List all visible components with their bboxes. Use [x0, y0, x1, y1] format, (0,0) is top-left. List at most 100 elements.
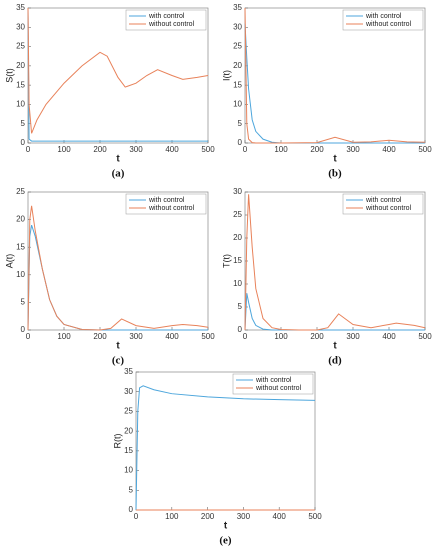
x-tick-label: 0	[243, 145, 248, 154]
y-tick-label: 10	[233, 279, 242, 288]
y-tick-label: 5	[21, 298, 26, 307]
x-tick-label: 200	[201, 512, 215, 521]
x-tick-label: 500	[418, 332, 432, 341]
series-line	[244, 194, 426, 331]
legend-box	[232, 373, 314, 395]
y-tick-label: 5	[238, 119, 243, 128]
x-axis-label: t	[333, 154, 337, 165]
x-tick-label: 100	[165, 512, 179, 521]
y-tick-label: 0	[238, 138, 243, 147]
y-tick-label: 20	[233, 233, 242, 242]
x-tick-label: 100	[274, 145, 288, 154]
x-tick-label: 200	[310, 145, 324, 154]
y-tick-label: 20	[233, 61, 242, 70]
y-tick-label: 20	[124, 426, 133, 435]
caption: (a)	[112, 168, 125, 180]
y-tick-label: 10	[233, 100, 242, 109]
plot-area	[27, 7, 209, 144]
series-line	[27, 7, 208, 142]
x-tick-label: 0	[243, 332, 248, 341]
y-tick-label: 20	[16, 215, 25, 224]
plot-area	[244, 191, 426, 331]
x-tick-label: 0	[26, 145, 31, 154]
legend-label: with control	[148, 13, 185, 20]
x-tick-label: 300	[237, 512, 251, 521]
y-tick-label: 25	[233, 42, 242, 51]
legend-label: without control	[365, 21, 412, 28]
legend-label: without control	[255, 385, 302, 392]
y-axis-label: S(t)	[4, 68, 14, 83]
y-tick-label: 30	[124, 387, 133, 396]
caption: (d)	[328, 355, 342, 367]
x-tick-label: 500	[201, 332, 215, 341]
caption: (c)	[112, 355, 125, 367]
y-tick-label: 0	[21, 325, 26, 334]
y-tick-label: 0	[238, 325, 243, 334]
y-tick-label: 15	[124, 446, 133, 455]
legend-label: with control	[365, 13, 402, 20]
legend-label: with control	[255, 377, 292, 384]
y-tick-label: 5	[129, 485, 134, 494]
y-tick-label: 35	[124, 367, 133, 376]
x-tick-label: 200	[93, 145, 107, 154]
x-tick-label: 300	[129, 145, 143, 154]
y-tick-label: 35	[16, 3, 25, 12]
x-axis-label: t	[333, 341, 337, 352]
y-tick-label: 15	[233, 80, 242, 89]
x-tick-label: 400	[165, 145, 179, 154]
caption: (e)	[219, 535, 232, 547]
x-axis-label: t	[116, 154, 120, 165]
legend-box	[342, 9, 424, 31]
plot-area	[27, 191, 209, 331]
x-tick-label: 400	[165, 332, 179, 341]
plot-area	[135, 371, 316, 511]
series-line	[135, 385, 316, 511]
y-tick-label: 10	[16, 100, 25, 109]
series-line	[244, 7, 426, 144]
y-tick-label: 10	[16, 270, 25, 279]
x-tick-label: 100	[57, 332, 71, 341]
y-tick-label: 25	[233, 210, 242, 219]
legend-box	[125, 9, 207, 31]
x-axis-label: t	[224, 521, 228, 532]
y-tick-label: 25	[16, 42, 25, 51]
x-axis-label: t	[116, 341, 120, 352]
x-tick-label: 300	[346, 332, 360, 341]
legend-label: without control	[148, 205, 195, 212]
y-tick-label: 25	[124, 407, 133, 416]
x-tick-label: 500	[418, 145, 432, 154]
y-tick-label: 5	[21, 119, 26, 128]
x-tick-label: 0	[26, 332, 31, 341]
legend-label: without control	[148, 21, 195, 28]
y-axis-label: R(t)	[112, 434, 122, 449]
x-tick-label: 400	[382, 145, 396, 154]
plot-area	[244, 7, 426, 144]
x-tick-label: 300	[129, 332, 143, 341]
caption: (b)	[328, 168, 342, 180]
y-tick-label: 0	[129, 505, 134, 514]
y-tick-label: 15	[16, 242, 25, 251]
y-axis-label: I(t)	[221, 70, 231, 81]
y-tick-label: 30	[233, 187, 242, 196]
y-tick-label: 10	[124, 466, 133, 475]
y-axis-label: A(t)	[4, 254, 14, 269]
legend-label: with control	[365, 197, 402, 204]
legend-box	[125, 193, 207, 215]
legend-label: with control	[148, 197, 185, 204]
x-tick-label: 300	[346, 145, 360, 154]
y-tick-label: 25	[16, 187, 25, 196]
x-tick-label: 500	[201, 145, 215, 154]
y-tick-label: 30	[233, 22, 242, 31]
y-tick-label: 20	[16, 61, 25, 70]
x-tick-label: 100	[274, 332, 288, 341]
x-tick-label: 100	[57, 145, 71, 154]
y-tick-label: 0	[21, 138, 26, 147]
x-tick-label: 500	[308, 512, 322, 521]
series-line	[27, 7, 209, 134]
x-tick-label: 400	[273, 512, 287, 521]
y-axis-label: T(t)	[221, 254, 231, 268]
x-tick-label: 200	[93, 332, 107, 341]
y-tick-label: 15	[16, 80, 25, 89]
y-tick-label: 35	[233, 3, 242, 12]
